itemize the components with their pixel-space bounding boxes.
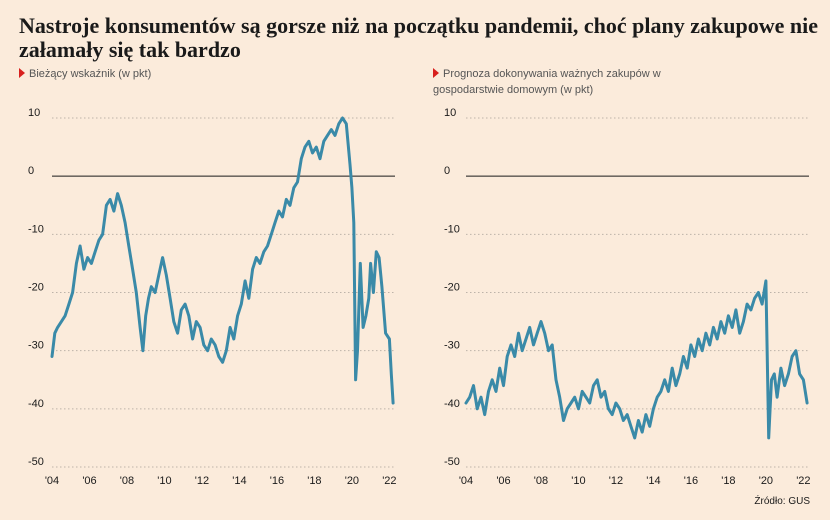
chart-title: Nastroje konsumentów są gorsze niż na po… xyxy=(19,13,818,62)
y-tick-label: -40 xyxy=(444,398,460,410)
x-tick-label: '18 xyxy=(307,475,321,487)
source-note: Źródło: GUS xyxy=(754,496,810,507)
right-line-chart: 10 0 -10 -20 -30 -40 -50 '04 '06 '08 '10 '12 '14 '16 '… xyxy=(444,107,811,487)
left-chart-subtitle: Bieżący wskaźnik (w pkt) xyxy=(19,66,379,82)
x-tick-label: '06 xyxy=(496,475,510,487)
x-tick-label: '22 xyxy=(382,475,396,487)
x-tick-label: '08 xyxy=(120,475,134,487)
y-tick-label: -20 xyxy=(444,282,460,294)
y-tick-label: 0 xyxy=(28,165,34,177)
y-tick-label: -30 xyxy=(444,340,460,352)
y-tick-label: 10 xyxy=(444,107,456,119)
y-tick-label: -20 xyxy=(28,282,44,294)
right-chart-subtitle: Prognoza dokonywania ważnych zakupów w g… xyxy=(433,66,693,98)
x-tick-label: '16 xyxy=(684,475,698,487)
y-tick-label: -30 xyxy=(28,340,44,352)
x-tick-label: '10 xyxy=(571,475,585,487)
left-line-chart: 10 0 -10 -20 -30 -40 -50'04 '06 '08 '10 '12 '14 '16 '… xyxy=(28,107,397,487)
series-line xyxy=(464,279,809,440)
red-triangle-marker xyxy=(433,68,439,78)
x-tick-label: '08 xyxy=(534,475,548,487)
x-tick-label: '10 xyxy=(157,475,171,487)
y-tick-label: -50 xyxy=(444,456,460,468)
x-tick-label: '16 xyxy=(270,475,284,487)
y-tick-label: -40 xyxy=(28,398,44,410)
series-line xyxy=(50,116,395,405)
y-tick-label: -50 xyxy=(28,456,44,468)
left-chart-subtitle-text: Bieżący wskaźnik (w pkt) xyxy=(29,68,152,80)
x-tick-label: '14 xyxy=(646,475,660,487)
red-triangle-marker xyxy=(19,68,25,78)
x-tick-label: '18 xyxy=(721,475,735,487)
x-tick-label: '04 xyxy=(45,475,59,487)
x-tick-label: '20 xyxy=(345,475,359,487)
x-tick-label: '04 xyxy=(459,475,473,487)
x-tick-label: '12 xyxy=(195,475,209,487)
right-chart-subtitle-text: Prognoza dokonywania ważnych zakupów w g… xyxy=(433,68,661,96)
x-tick-label: '20 xyxy=(759,475,773,487)
y-tick-label: -10 xyxy=(28,223,44,235)
x-tick-label: '06 xyxy=(82,475,96,487)
y-tick-label: 0 xyxy=(444,165,450,177)
y-tick-label: 10 xyxy=(28,107,40,119)
y-tick-label: -10 xyxy=(444,223,460,235)
x-tick-label: '22 xyxy=(796,475,810,487)
x-tick-label: '12 xyxy=(609,475,623,487)
x-tick-label: '14 xyxy=(232,475,246,487)
